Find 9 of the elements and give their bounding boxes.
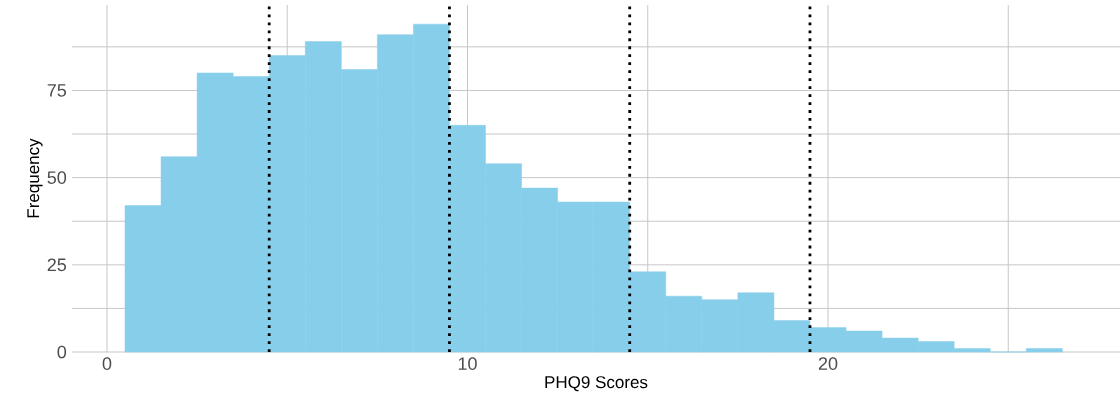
y-tick-label: 75 [47, 84, 67, 97]
x-axis-title: PHQ9 Scores [545, 376, 648, 392]
y-tick-label: 0 [57, 345, 67, 359]
y-axis-title: Frequency [27, 138, 43, 218]
y-tick-label: 25 [47, 258, 67, 272]
x-tick-label: 10 [458, 357, 477, 370]
y-tick-label: 50 [47, 171, 67, 184]
x-tick-label: 0 [102, 357, 112, 370]
x-tick-label: 20 [818, 357, 838, 370]
